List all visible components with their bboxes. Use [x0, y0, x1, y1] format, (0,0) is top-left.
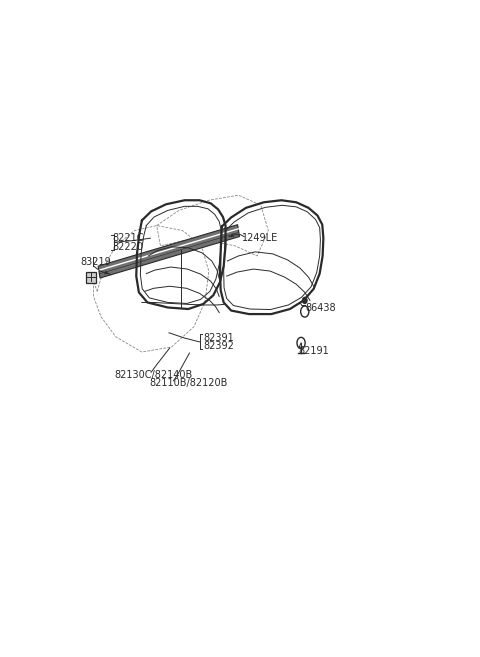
Text: 82110B/82120B: 82110B/82120B [149, 378, 228, 388]
Polygon shape [98, 225, 240, 278]
Text: 82392: 82392 [203, 341, 234, 351]
Circle shape [302, 298, 307, 304]
Text: 82130C/82140B: 82130C/82140B [114, 370, 192, 380]
Text: 86438: 86438 [305, 302, 336, 313]
Text: 1249LE: 1249LE [242, 233, 278, 243]
Text: 82191: 82191 [298, 346, 329, 356]
Bar [85, 271, 96, 283]
Text: 82391: 82391 [203, 333, 234, 343]
Text: 83219: 83219 [81, 257, 111, 267]
Text: 8221C: 8221C [112, 233, 144, 243]
Text: 82220: 82220 [112, 242, 143, 252]
